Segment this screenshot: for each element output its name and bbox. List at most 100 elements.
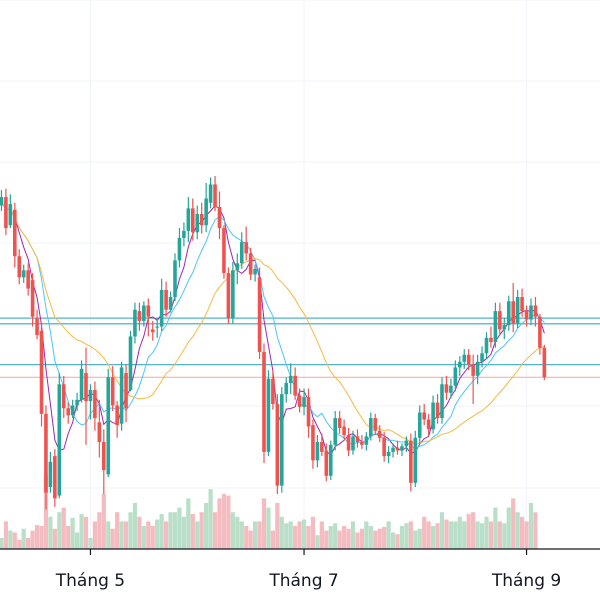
- candle-body: [186, 208, 191, 231]
- candle: [168, 291, 173, 313]
- volume-bar: [479, 523, 485, 549]
- candle-body: [79, 368, 84, 400]
- candle-body: [444, 384, 449, 393]
- candle: [26, 263, 30, 296]
- candle: [489, 326, 493, 348]
- candle: [382, 432, 386, 462]
- candle-body: [280, 394, 284, 486]
- candle: [502, 318, 507, 340]
- volume-bar: [266, 507, 271, 549]
- candle-body: [271, 378, 275, 405]
- candle-body: [35, 318, 39, 336]
- candle: [355, 429, 360, 448]
- candle-body: [235, 263, 240, 271]
- volume-bar: [453, 521, 458, 549]
- candle-body: [115, 405, 119, 426]
- volume-bar: [364, 521, 369, 549]
- candle-body: [146, 305, 151, 317]
- candle: [4, 188, 8, 236]
- candle: [266, 370, 271, 457]
- volume-bar: [26, 537, 31, 549]
- candle-body: [395, 447, 400, 451]
- volume-bar: [34, 525, 40, 549]
- candle: [417, 405, 422, 444]
- grid-lines: [0, 0, 600, 549]
- candle-body: [320, 442, 324, 452]
- candle: [413, 430, 418, 488]
- candle-body: [400, 446, 404, 451]
- volume-bar: [230, 512, 235, 549]
- candle: [137, 302, 142, 331]
- ma-short-line: [0, 200, 545, 456]
- candle-body: [333, 418, 337, 445]
- candle: [53, 449, 57, 507]
- candle-body: [373, 418, 378, 431]
- candle-body: [199, 213, 204, 226]
- volume-bar: [70, 517, 75, 549]
- candle-body: [110, 377, 115, 406]
- candle-body: [480, 353, 484, 362]
- candle: [449, 378, 453, 399]
- ma-long-line: [0, 200, 545, 445]
- candle-body: [164, 289, 168, 310]
- candle-body: [542, 347, 547, 378]
- candle-body: [53, 456, 57, 499]
- volume-bar: [204, 503, 209, 549]
- candle: [328, 440, 333, 481]
- candle: [311, 419, 315, 469]
- volume-bar: [279, 516, 284, 549]
- candle-body: [533, 305, 538, 317]
- volume-bar: [342, 526, 347, 549]
- candle-body: [431, 402, 435, 430]
- candle-body: [466, 354, 471, 365]
- candle-body: [150, 329, 155, 333]
- candle-body: [124, 373, 128, 409]
- volume-bar: [422, 516, 427, 549]
- candle: [288, 363, 293, 395]
- candle: [426, 413, 431, 437]
- volume-bar: [0, 537, 4, 549]
- volume-bar: [208, 489, 213, 549]
- candle: [284, 377, 289, 403]
- x-axis-ticks: Tháng 5 Tháng 7 Tháng 9: [55, 549, 561, 591]
- candle: [57, 373, 62, 499]
- candle: [195, 205, 200, 240]
- volume-bar: [417, 528, 422, 549]
- candle-body: [471, 364, 475, 376]
- volume-bar: [48, 516, 53, 549]
- volume-bar: [235, 516, 240, 549]
- candle: [0, 190, 4, 212]
- volume-bar: [497, 521, 502, 549]
- candle-body: [75, 399, 79, 406]
- candle: [75, 392, 79, 412]
- candle: [373, 413, 378, 435]
- candle: [119, 361, 124, 431]
- candle: [297, 388, 302, 413]
- candle: [431, 395, 435, 434]
- volume-bar: [293, 526, 298, 549]
- candle-body: [70, 405, 75, 416]
- candle: [128, 330, 133, 392]
- candle-body: [133, 309, 137, 337]
- candle: [271, 370, 275, 410]
- candle-body: [4, 197, 8, 229]
- volume-bar: [390, 532, 396, 549]
- volume-bar: [350, 521, 356, 549]
- candle: [533, 297, 538, 327]
- candle-body: [489, 337, 493, 343]
- candle: [369, 412, 373, 441]
- candle: [400, 443, 404, 457]
- volume-bar: [30, 530, 35, 549]
- volume-bar: [257, 521, 262, 549]
- candle-body: [328, 444, 333, 476]
- candle: [333, 411, 337, 451]
- candle-body: [386, 451, 391, 457]
- volume-bar: [66, 526, 71, 549]
- candle-body: [155, 326, 159, 328]
- candle: [306, 388, 311, 438]
- volume-bar: [288, 521, 293, 549]
- candle-body: [440, 384, 444, 419]
- volume-bar: [172, 512, 178, 549]
- candle-body: [222, 228, 226, 274]
